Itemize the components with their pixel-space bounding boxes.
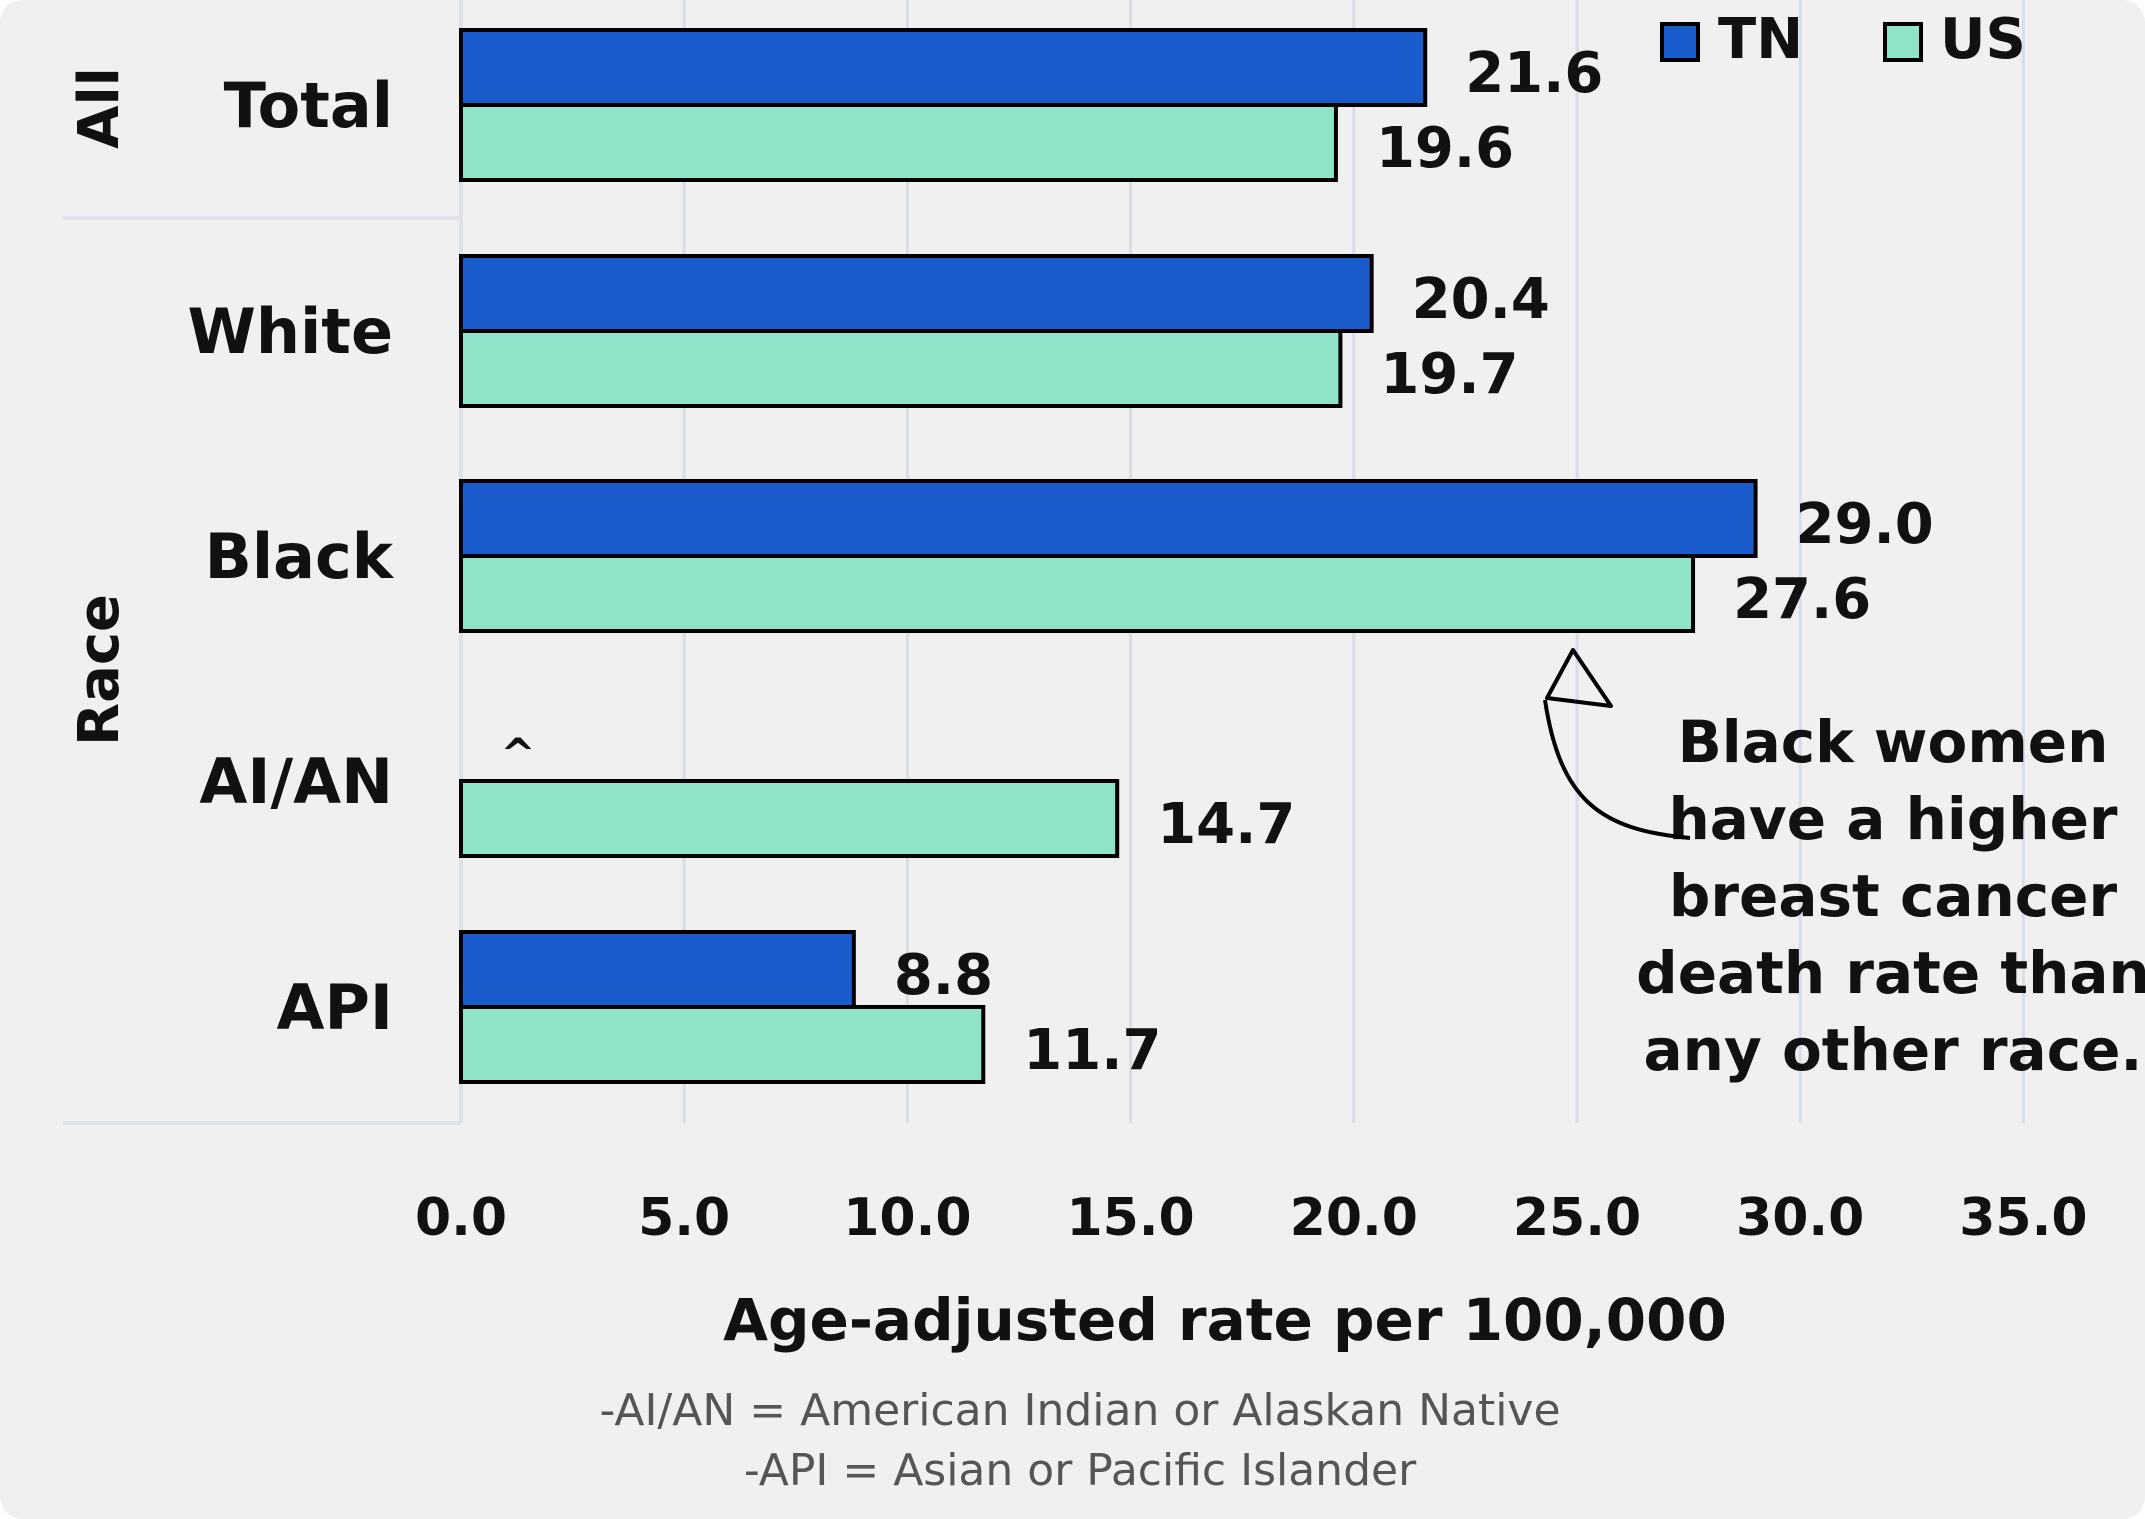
bar-tn-total xyxy=(459,28,1428,107)
bar-us-ai-an xyxy=(459,779,1120,858)
value-label-tn-api: 8.8 xyxy=(894,943,993,1008)
group-label-race: Race xyxy=(67,594,132,746)
value-label-tn-white: 20.4 xyxy=(1412,267,1550,332)
x-tick-label-1: 5.0 xyxy=(638,1188,730,1248)
x-tick-label-2: 10.0 xyxy=(843,1188,971,1248)
bar-tn-api xyxy=(459,930,856,1009)
x-tick-label-0: 0.0 xyxy=(415,1188,507,1248)
value-label-us-api: 11.7 xyxy=(1023,1018,1161,1083)
group-label-all: All xyxy=(67,67,132,149)
x-tick-label-7: 35.0 xyxy=(1959,1188,2087,1248)
value-label-us-white: 19.7 xyxy=(1380,342,1518,407)
x-tick-label-4: 20.0 xyxy=(1290,1188,1418,1248)
value-label-tn-black: 29.0 xyxy=(1796,492,1934,557)
legend-swatch-us xyxy=(1883,22,1923,62)
x-axis-title: Age-adjusted rate per 100,000 xyxy=(723,1286,1727,1354)
value-label-us-total: 19.6 xyxy=(1376,116,1514,181)
bar-us-api xyxy=(459,1005,986,1084)
category-label-black: Black xyxy=(205,520,395,593)
x-tick-label-6: 30.0 xyxy=(1736,1188,1864,1248)
bar-us-total xyxy=(459,103,1338,182)
value-label-tn-ai-an: ^ xyxy=(500,729,535,778)
bar-tn-black xyxy=(459,479,1758,558)
x-tick-label-3: 15.0 xyxy=(1066,1188,1194,1248)
bar-us-black xyxy=(459,554,1696,633)
category-label-total: Total xyxy=(224,69,393,142)
annotation-line-3: death rate than xyxy=(1636,939,2145,1007)
bar-tn-white xyxy=(459,254,1374,333)
annotation-arrow-line xyxy=(1543,699,1691,840)
legend-swatch-tn xyxy=(1660,22,1700,62)
footnote-api: -API = Asian or Pacific Islander xyxy=(744,1445,1417,1496)
annotation-line-2: breast cancer xyxy=(1669,862,2118,930)
category-label-white: White xyxy=(188,295,393,368)
annotation-line-0: Black women xyxy=(1678,708,2109,776)
value-label-us-ai-an: 14.7 xyxy=(1157,792,1295,857)
footnote-ai-an: -AI/AN = American Indian or Alaskan Nati… xyxy=(599,1385,1560,1436)
x-tick-label-5: 25.0 xyxy=(1513,1188,1641,1248)
category-label-ai-an: AI/AN xyxy=(199,745,393,818)
annotation-arrow-head xyxy=(1545,648,1613,708)
value-label-tn-total: 21.6 xyxy=(1465,41,1603,106)
category-label-api: API xyxy=(277,971,394,1044)
legend-label-tn: TN xyxy=(1718,7,1803,72)
annotation-line-4: any other race. xyxy=(1644,1016,2143,1084)
legend-label-us: US xyxy=(1940,7,2026,72)
annotation-line-1: have a higher xyxy=(1668,785,2117,853)
bar-us-white xyxy=(459,329,1343,408)
value-label-us-black: 27.6 xyxy=(1733,567,1871,632)
